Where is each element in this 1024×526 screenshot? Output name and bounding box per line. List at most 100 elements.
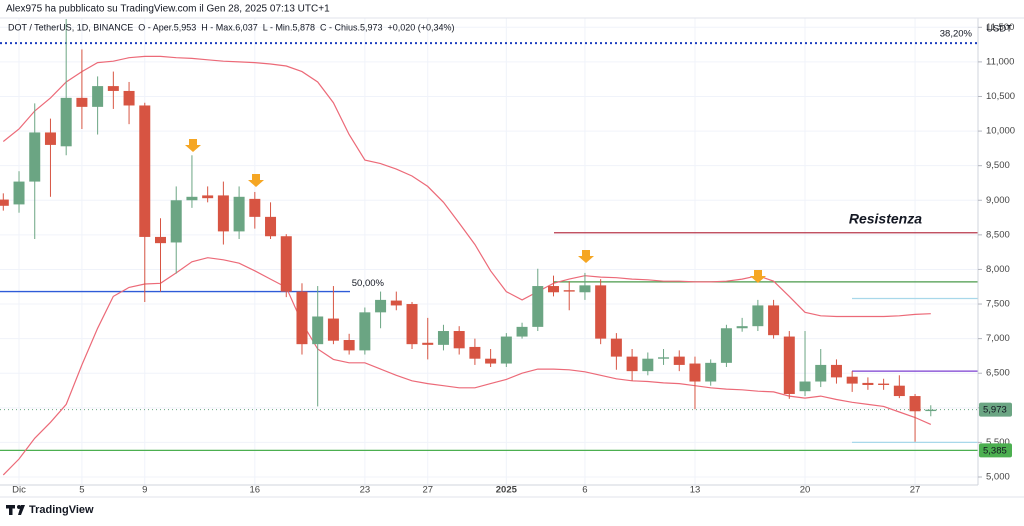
candle-body — [736, 326, 748, 329]
candle-body — [437, 331, 449, 345]
level-label: Resistenza — [849, 210, 922, 226]
y-tick-label: 8,500 — [986, 229, 1010, 240]
price-tag-label: 5,385 — [983, 445, 1007, 456]
candle-body — [0, 199, 9, 206]
candle-body — [217, 195, 229, 232]
candle-body — [202, 195, 214, 199]
y-tick-label: 7,000 — [986, 333, 1010, 344]
bands — [2, 55, 932, 476]
candle-body — [280, 236, 292, 292]
candles — [0, 18, 937, 442]
y-axis-unit: USDT — [986, 24, 1012, 35]
candle-body — [532, 286, 544, 327]
y-tick-label: 5,000 — [986, 472, 1010, 483]
candle-body — [815, 364, 827, 382]
candle-body — [343, 340, 355, 351]
y-tick-label: 6,500 — [986, 368, 1010, 379]
x-tick-label: 16 — [250, 485, 261, 496]
brand: TradingView — [29, 504, 94, 516]
x-tick-label: 5 — [79, 485, 84, 496]
band-line — [2, 257, 932, 476]
candle-body — [673, 356, 685, 365]
arrow — [750, 270, 766, 283]
x-tick-label: 9 — [142, 485, 147, 496]
level-label: 38,20% — [940, 29, 973, 40]
y-tick-label: 8,000 — [986, 264, 1010, 275]
candle-body — [139, 105, 151, 237]
y-tick-label: 11,500 — [986, 22, 1014, 33]
candle-body — [312, 316, 324, 345]
candle-body — [516, 326, 528, 337]
y-tick-label: 10,000 — [986, 126, 1015, 137]
candle-body — [925, 409, 937, 412]
author-line: Alex975 ha pubblicato su TradingView.com… — [6, 4, 330, 15]
arrow — [248, 174, 264, 187]
candle-body — [500, 336, 512, 364]
candle-body — [579, 285, 591, 293]
x-tick-label: 27 — [422, 485, 433, 496]
candle-body — [610, 338, 622, 357]
y-tick-label: 5,500 — [986, 437, 1010, 448]
brand-logo — [6, 505, 25, 515]
price-tag — [979, 402, 1012, 417]
price-tag — [979, 443, 1012, 458]
signal-arrows — [185, 139, 766, 283]
candle-body — [846, 376, 858, 384]
candle-body — [626, 356, 638, 372]
candle-body — [13, 181, 25, 205]
candle-body — [107, 86, 119, 91]
y-tick-label: 7,500 — [986, 299, 1010, 310]
candle-body — [123, 90, 135, 106]
candle-body — [406, 304, 418, 345]
arrow — [578, 250, 594, 263]
candle-body — [29, 132, 41, 182]
candle-body — [469, 346, 481, 359]
y-tick-label: 9,500 — [986, 160, 1010, 171]
x-tick-label: 2025 — [496, 485, 518, 496]
legend-line: DOT / TetherUS, 1D, BINANCE O - Aper.5,9… — [8, 22, 455, 32]
candle-body — [642, 358, 654, 372]
candle-body — [92, 86, 104, 107]
levels — [0, 42, 978, 452]
candle-body — [909, 396, 921, 412]
price-tag-label: 5,973 — [983, 405, 1007, 416]
candle-body — [783, 336, 795, 394]
candle-body — [296, 291, 308, 345]
y-tick-label: 10,500 — [986, 91, 1015, 102]
candle-body — [327, 318, 339, 341]
candle-body — [265, 216, 277, 237]
candle-body — [390, 300, 402, 306]
x-tick-label: 23 — [360, 485, 371, 496]
candle-body — [658, 357, 670, 359]
arrow — [185, 139, 201, 152]
candle-body — [705, 362, 717, 382]
band-line — [2, 55, 931, 318]
candle-body — [720, 328, 732, 363]
candle-body — [44, 132, 56, 145]
candle-body — [893, 385, 905, 397]
candle-body — [155, 236, 166, 244]
x-tick-label: 27 — [910, 485, 921, 496]
candle-body — [170, 200, 182, 243]
candle-body — [453, 331, 465, 349]
candle-body — [768, 305, 780, 336]
candle-body — [563, 290, 575, 292]
candle-body — [422, 342, 434, 345]
candle-body — [359, 312, 371, 351]
candle-body — [76, 97, 88, 107]
axes: 5,0005,5006,0006,5007,0007,5008,0008,500… — [12, 22, 1015, 496]
candle-body — [799, 381, 811, 392]
y-tick-label: 9,000 — [986, 195, 1010, 206]
candle-body — [233, 196, 245, 232]
candle-body — [249, 198, 261, 217]
candle-body — [862, 382, 874, 385]
candle-body — [752, 305, 764, 327]
level-label: 50,00% — [352, 278, 385, 289]
x-tick-label: 20 — [800, 485, 811, 496]
x-tick-label: 6 — [582, 485, 587, 496]
candle-body — [186, 196, 198, 201]
candle-body — [485, 358, 497, 364]
candle-body — [375, 299, 387, 313]
